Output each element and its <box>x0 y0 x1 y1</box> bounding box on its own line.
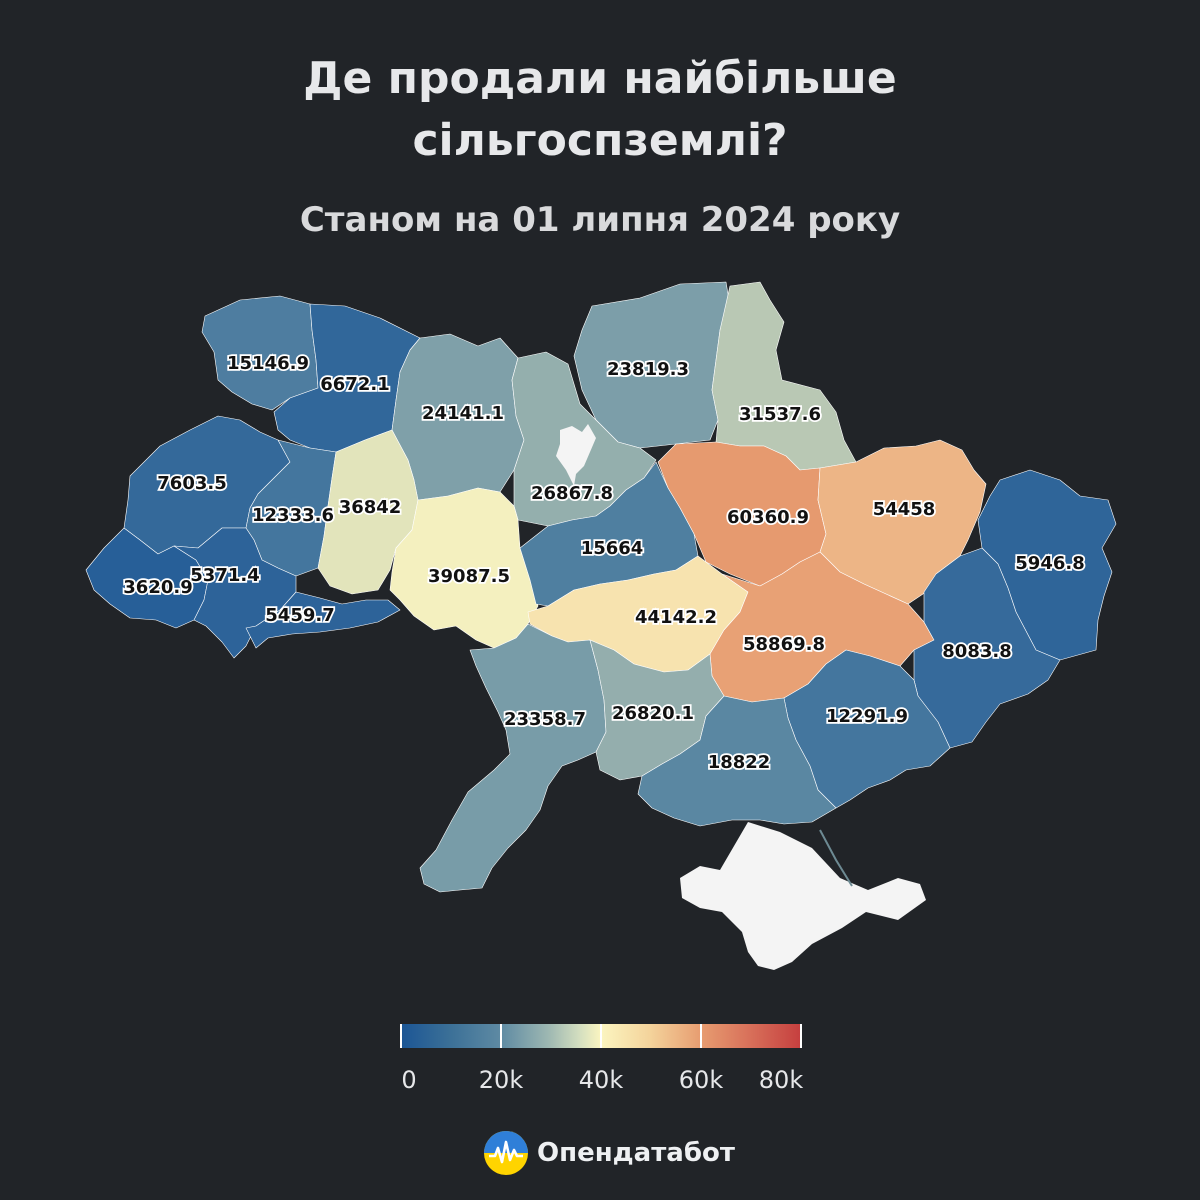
legend-tick-60k <box>700 1024 702 1048</box>
kharkiv-region-value-label: 54458 <box>873 499 936 520</box>
vinnytsia-region-value-label: 39087.5 <box>428 566 510 587</box>
zaporizhzhia-region-value-label: 12291.9 <box>826 706 908 727</box>
khmelnytskyi-region[interactable] <box>317 429 419 595</box>
title-line-1: Де продали найбільше <box>303 53 897 104</box>
map-title: Де продали найбільше сільгоспземлі? <box>0 48 1200 172</box>
arabat-spit <box>819 829 853 887</box>
legend-label-20k: 20k <box>478 1066 524 1094</box>
brand-logo: Опендатабот <box>483 1130 735 1176</box>
chernivtsi-region[interactable] <box>245 591 401 649</box>
donetsk-region[interactable] <box>913 547 1061 749</box>
volyn-region-value-label: 15146.9 <box>227 353 309 374</box>
odesa-region-value-label: 23358.7 <box>504 709 586 730</box>
kyiv-city-region[interactable] <box>556 424 596 486</box>
legend-tick-0 <box>400 1024 402 1048</box>
legend-label-60k: 60k <box>678 1066 724 1094</box>
opendatabot-logo-icon <box>484 1131 528 1175</box>
legend-label-0: 0 <box>401 1066 417 1094</box>
chernihiv-region-value-label: 23819.3 <box>607 359 689 380</box>
kherson-region[interactable] <box>637 695 837 827</box>
crimea-region[interactable] <box>680 822 926 970</box>
khmelnytskyi-region-value-label: 36842 <box>339 497 402 518</box>
zhytomyr-region-value-label: 24141.1 <box>422 403 504 424</box>
ivano-frankivsk-region-value-label: 5371.4 <box>190 565 259 586</box>
sumy-region[interactable] <box>711 281 857 471</box>
sumy-region-value-label: 31537.6 <box>739 404 821 425</box>
ternopil-region-value-label: 12333.6 <box>252 505 334 526</box>
map-subtitle: Станом на 01 липня 2024 року <box>299 200 901 240</box>
kherson-region-value-label: 18822 <box>708 752 771 773</box>
legend-label-40k: 40k <box>578 1066 624 1094</box>
odesa-region[interactable] <box>419 623 607 893</box>
brand-name: Опендатабот <box>537 1138 735 1168</box>
lviv-region-value-label: 7603.5 <box>157 473 226 494</box>
legend-label-80k: 80k <box>758 1066 804 1094</box>
chernihiv-region[interactable] <box>573 281 731 449</box>
mykolaiv-region-value-label: 26820.1 <box>612 703 694 724</box>
chernivtsi-region-value-label: 5459.7 <box>265 605 334 626</box>
legend-tick-20k <box>500 1024 502 1048</box>
luhansk-region-value-label: 5946.8 <box>1015 553 1084 574</box>
dnipropetrovsk-region-value-label: 58869.8 <box>743 634 825 655</box>
kyiv-region-value-label: 26867.8 <box>531 483 613 504</box>
legend-tick-80k <box>800 1024 802 1048</box>
donetsk-region-value-label: 8083.8 <box>942 641 1011 662</box>
legend-tick-40k <box>600 1024 602 1048</box>
kirovohrad-region-value-label: 44142.2 <box>635 607 717 628</box>
poltava-region-value-label: 60360.9 <box>727 507 809 528</box>
zakarpattia-region-value-label: 3620.9 <box>123 577 192 598</box>
title-line-2: сільгоспземлі? <box>412 115 788 166</box>
cherkasy-region-value-label: 15664 <box>581 538 644 559</box>
rivne-region-value-label: 6672.1 <box>320 374 389 395</box>
